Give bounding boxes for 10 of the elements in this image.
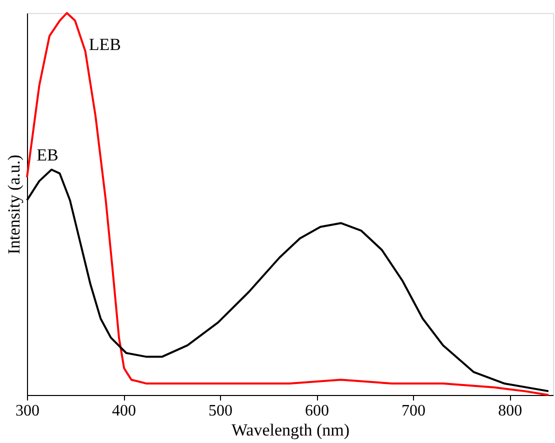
x-tick-label: 700: [402, 402, 426, 420]
series-label: EB: [36, 146, 58, 165]
series-label: LEB: [88, 35, 121, 54]
x-tick-label: 600: [305, 402, 330, 420]
x-tick-label: 400: [112, 402, 136, 420]
x-tick-label: 500: [208, 402, 233, 420]
x-tick-label: 800: [498, 402, 522, 420]
x-tick-label: 300: [16, 402, 40, 420]
x-axis-title: Wavelength (nm): [231, 420, 350, 440]
y-axis-title: Intensity (a.u.): [4, 154, 24, 254]
